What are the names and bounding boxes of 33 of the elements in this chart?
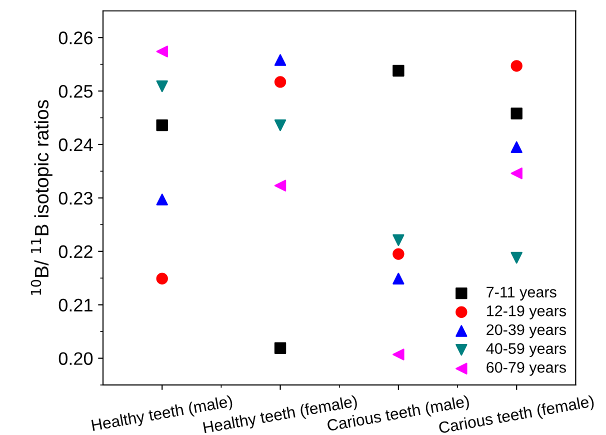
point [510, 167, 522, 180]
point [392, 272, 404, 284]
y-tick-label: 0.25 [58, 84, 93, 98]
y-tick-label: 0.26 [58, 32, 93, 44]
y-tick-label: 0.24 [58, 138, 93, 152]
point [156, 272, 168, 284]
legend-label: 60-79 years [486, 362, 566, 376]
point [510, 141, 522, 153]
point [510, 60, 522, 72]
point [392, 248, 404, 260]
y-tick-label: 0.20 [58, 352, 93, 365]
y-tick-label: 0.23 [58, 192, 93, 205]
legend-label: 40-59 years [486, 343, 566, 357]
point [274, 342, 286, 354]
point [156, 46, 168, 58]
point [156, 80, 168, 92]
legend-label: 7-11 years [486, 286, 556, 301]
legend-label: 20-39 years [486, 324, 566, 338]
point [274, 76, 286, 88]
legend-label: 12-19 years [487, 305, 566, 320]
y-tick-label: 0.21 [58, 298, 92, 312]
y-tick-label: 0.22 [58, 245, 92, 258]
point [392, 64, 404, 77]
point [156, 194, 168, 206]
y-axis-title: $^{10}$B/ $^{11}$B isotopic ratios [30, 100, 52, 295]
point [274, 54, 286, 66]
point [392, 234, 404, 246]
point [392, 348, 404, 360]
point [274, 119, 286, 132]
point [156, 119, 168, 132]
point [274, 180, 286, 192]
point [510, 252, 522, 264]
point [510, 108, 522, 120]
